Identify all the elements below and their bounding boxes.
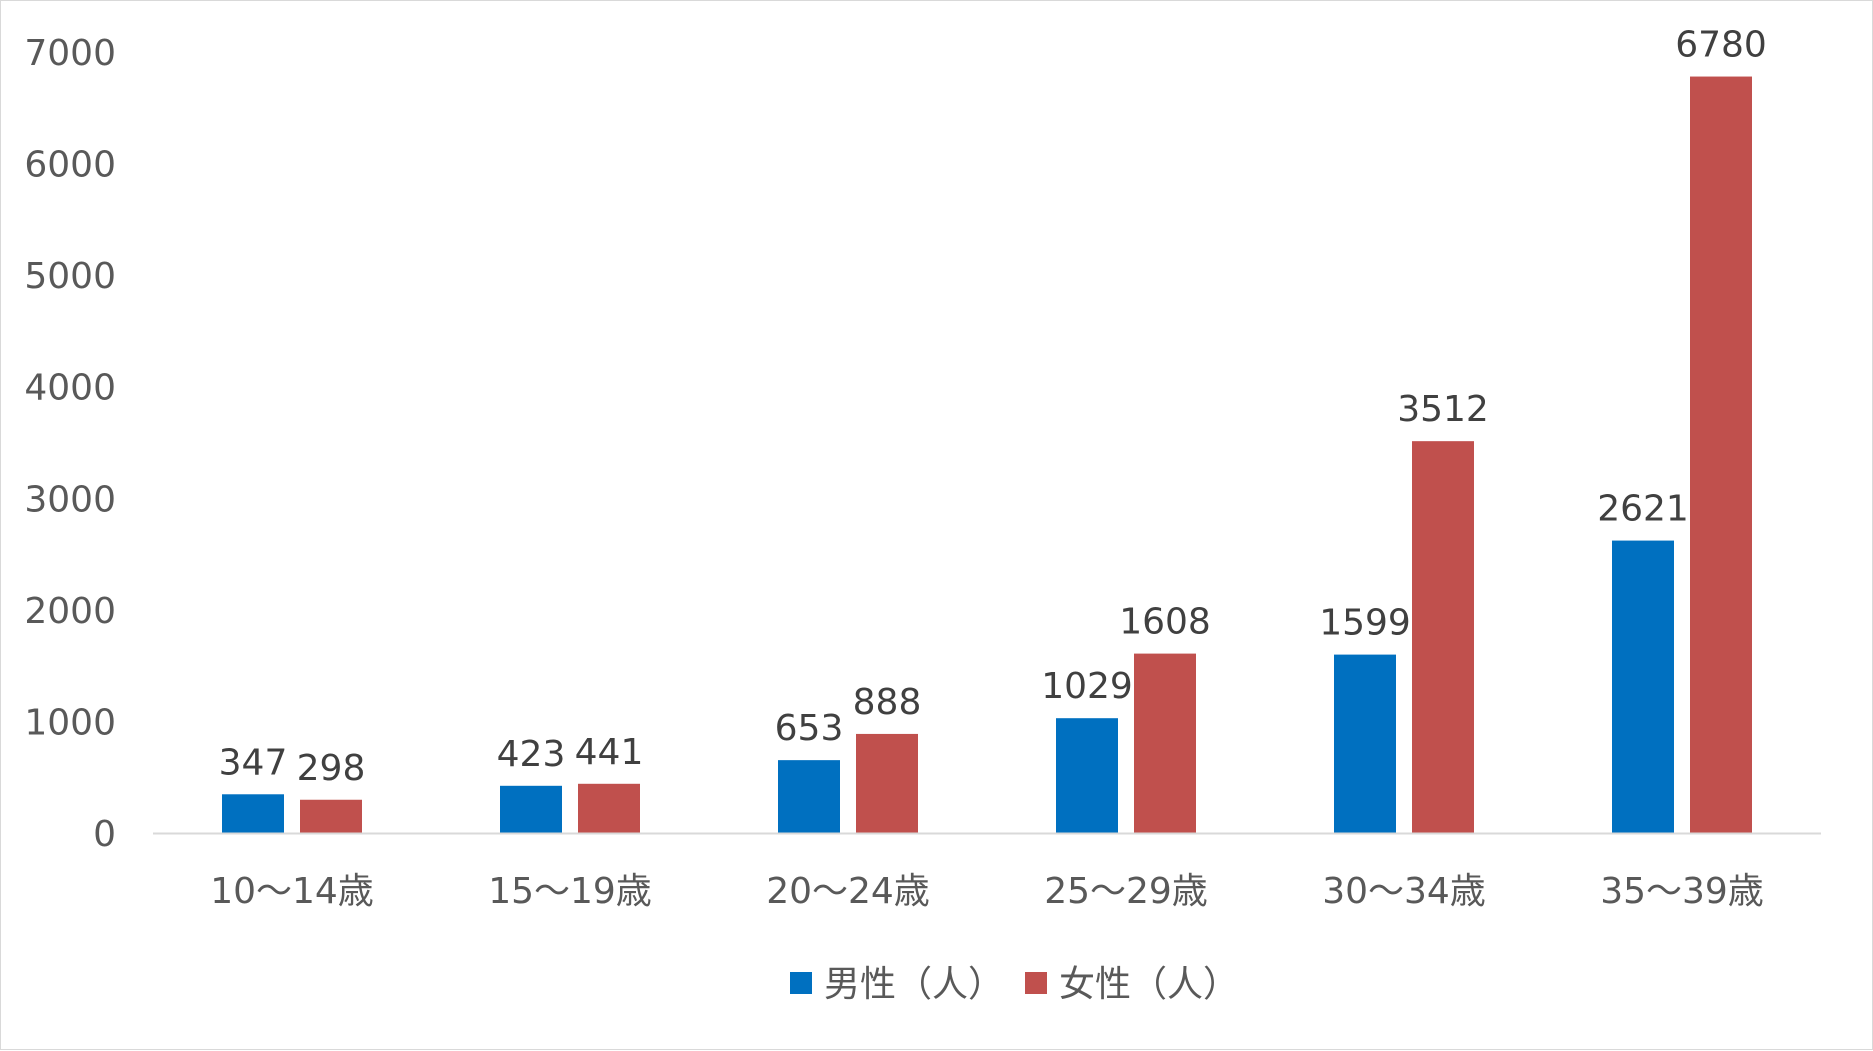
- data-label: 1029: [1041, 666, 1133, 707]
- x-category-label: 30〜34歳: [1322, 871, 1486, 912]
- x-category-label: 25〜29歳: [1044, 871, 1208, 912]
- x-axis: 10〜14歳 15〜19歳 20〜24歳 25〜29歳 30〜34歳 35〜39歳: [153, 832, 1821, 912]
- data-label: 653: [775, 708, 844, 749]
- data-label: 1599: [1319, 603, 1411, 644]
- bar-female: [856, 733, 918, 833]
- y-tick-label: 2000: [24, 591, 116, 632]
- x-category-label: 15〜19歳: [488, 871, 652, 912]
- bar-male: [222, 794, 284, 833]
- bar-male: [1612, 540, 1674, 833]
- data-label: 2621: [1597, 489, 1689, 530]
- x-category-label: 10〜14歳: [210, 871, 374, 912]
- x-category-label: 35〜39歳: [1600, 871, 1764, 912]
- bar-female: [1412, 441, 1474, 833]
- legend-swatch-male: [790, 972, 812, 994]
- bar-female: [300, 799, 362, 833]
- y-tick-label: 4000: [24, 368, 116, 409]
- bar-male: [1056, 718, 1118, 833]
- data-label: 6780: [1675, 25, 1767, 66]
- data-label: 423: [497, 734, 566, 775]
- y-tick-label: 1000: [24, 702, 116, 743]
- bar-male: [778, 760, 840, 833]
- y-tick-label: 0: [93, 814, 116, 855]
- legend: 男性（人） 女性（人）: [790, 964, 1239, 1005]
- data-label: 347: [219, 742, 288, 783]
- bar-male: [1334, 654, 1396, 833]
- bar-male: [500, 785, 562, 833]
- data-label: 3512: [1397, 389, 1489, 430]
- bar-female: [1690, 76, 1752, 833]
- legend-swatch-female: [1025, 972, 1047, 994]
- y-tick-label: 5000: [24, 256, 116, 297]
- bar-female: [1134, 653, 1196, 833]
- data-label: 888: [853, 682, 922, 723]
- data-label: 1608: [1119, 602, 1211, 643]
- x-category-label: 20〜24歳: [766, 871, 930, 912]
- y-tick-label: 7000: [24, 33, 116, 74]
- bar-female: [578, 783, 640, 833]
- y-tick-label: 6000: [24, 145, 116, 186]
- y-tick-label: 3000: [24, 479, 116, 520]
- legend-label-female: 女性（人）: [1059, 964, 1239, 1005]
- data-label: 298: [297, 748, 366, 789]
- y-axis: 0 1000 2000 3000 4000 5000 6000 7000: [24, 33, 116, 855]
- legend-label-male: 男性（人）: [824, 964, 1004, 1005]
- data-label: 441: [575, 732, 644, 773]
